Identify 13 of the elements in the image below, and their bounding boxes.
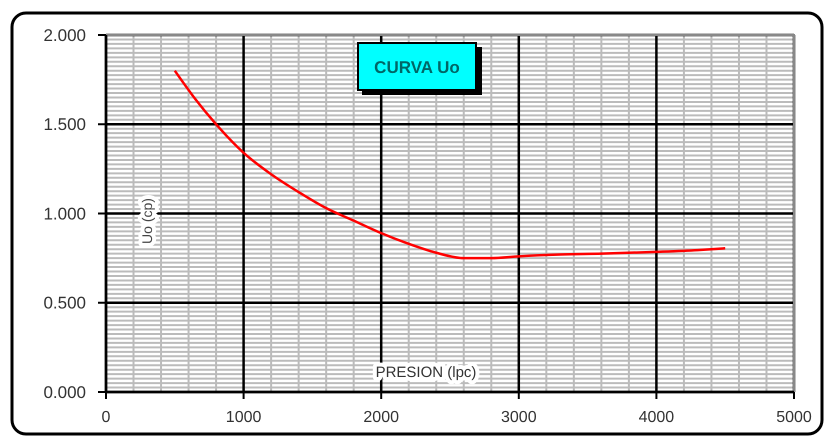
x-tick-label: 3000: [501, 409, 537, 426]
x-tick-label: 2000: [363, 409, 400, 426]
y-tick-label: 0.000: [43, 382, 86, 402]
y-tick-label: 1.500: [43, 115, 86, 134]
y-tick-label: 1.000: [43, 204, 86, 224]
x-tick-label: 1000: [226, 409, 262, 426]
x-tick-label: 0: [102, 409, 111, 426]
y-tick-label: 0.500: [43, 294, 86, 313]
y-axis-title: Uo (cp): [139, 198, 155, 244]
x-tick-label: 4000: [638, 409, 674, 426]
x-tick-label: 5000: [776, 409, 812, 426]
text: CURVA Uo: [374, 58, 460, 77]
y-tick-label: 2.000: [43, 26, 86, 45]
